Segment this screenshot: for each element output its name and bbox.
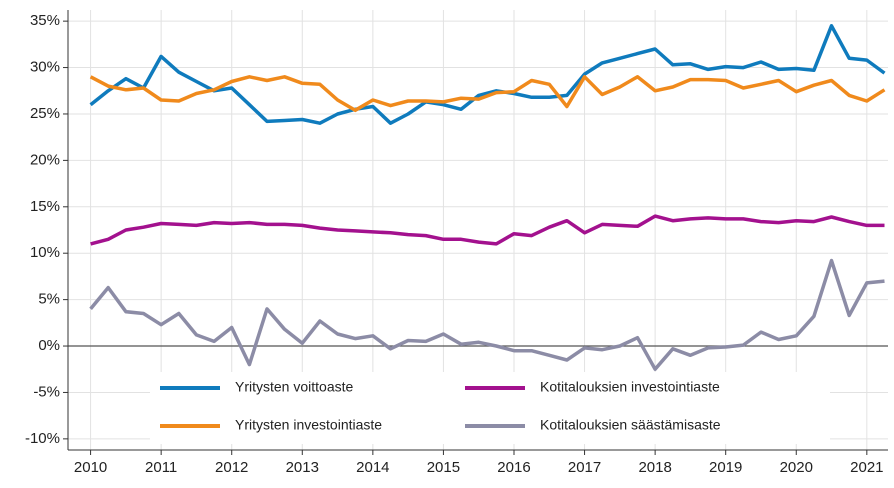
legend-label: Kotitalouksien säästämisaste xyxy=(540,417,721,433)
y-tick-label: 35% xyxy=(30,12,60,29)
legend-label: Yritysten investointiaste xyxy=(235,417,382,433)
x-tick-label: 2016 xyxy=(497,459,530,476)
legend-box xyxy=(150,372,830,444)
x-tick-label: 2017 xyxy=(568,459,601,476)
x-tick-label: 2012 xyxy=(215,459,248,476)
legend-label: Kotitalouksien investointiaste xyxy=(540,379,720,395)
y-tick-label: -5% xyxy=(33,383,60,400)
series-line xyxy=(89,24,886,125)
series-line xyxy=(90,214,885,246)
series-line xyxy=(89,258,885,371)
y-tick-label: 20% xyxy=(30,151,60,168)
x-tick-label: 2013 xyxy=(286,459,319,476)
x-tick-label: 2011 xyxy=(145,459,177,476)
x-tick-label: 2019 xyxy=(709,459,742,476)
y-tick-label: 15% xyxy=(30,198,60,215)
y-tick-label: -10% xyxy=(25,430,60,447)
x-tick-label: 2020 xyxy=(780,459,813,476)
y-tick-label: 5% xyxy=(38,291,60,308)
y-tick-label: 10% xyxy=(30,244,60,261)
y-tick-label: 25% xyxy=(30,105,60,122)
legend-label: Yritysten voittoaste xyxy=(235,379,353,395)
y-tick-label: 0% xyxy=(38,337,60,354)
series-line xyxy=(89,75,886,113)
x-tick-label: 2010 xyxy=(74,459,107,476)
x-tick-label: 2018 xyxy=(638,459,671,476)
x-tick-label: 2014 xyxy=(356,459,389,476)
x-tick-label: 2021 xyxy=(850,459,883,476)
y-tick-label: 30% xyxy=(30,59,60,76)
x-tick-label: 2015 xyxy=(427,459,460,476)
